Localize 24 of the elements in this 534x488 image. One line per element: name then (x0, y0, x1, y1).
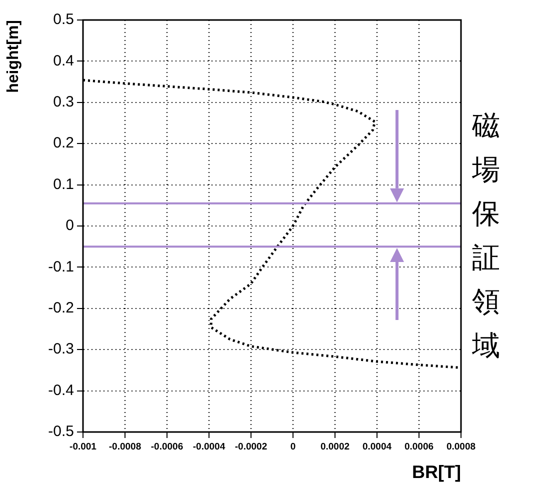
y-tick-label: -0.1 (48, 258, 74, 276)
x-tick-label: 0.0002 (320, 441, 350, 452)
y-tick-label: 0.4 (53, 52, 74, 70)
text: 磁場保証領域 (472, 108, 501, 364)
x-tick-label: -0.0008 (108, 441, 142, 452)
y-tick-label: -0.4 (48, 382, 74, 399)
y-tick-label: 0 (66, 217, 74, 234)
y-tick-label: 0.1 (53, 176, 74, 193)
y-tick-label: 0.3 (53, 94, 74, 111)
x-tick-label: 0 (290, 441, 296, 452)
x-tick-label: -0.0002 (234, 441, 268, 452)
y-tick-label: 0.2 (53, 134, 74, 152)
y-axis-title: height[m] (5, 20, 22, 93)
x-tick-label: -0.0006 (150, 441, 184, 452)
x-axis-title: BR[T] (412, 462, 461, 482)
y-tick-label: -0.5 (48, 423, 74, 440)
y-tick-label: -0.2 (48, 300, 74, 317)
x-tick-label: 0.0006 (404, 441, 434, 452)
x-tick-label: 0.0008 (446, 441, 476, 452)
x-tick-label: 0.0004 (362, 441, 392, 452)
x-tick-label: -0.0004 (192, 441, 226, 452)
x-tick-label: -0.001 (70, 441, 98, 452)
y-tick-label: 0.5 (53, 11, 74, 28)
y-tick-label: -0.3 (48, 340, 74, 358)
